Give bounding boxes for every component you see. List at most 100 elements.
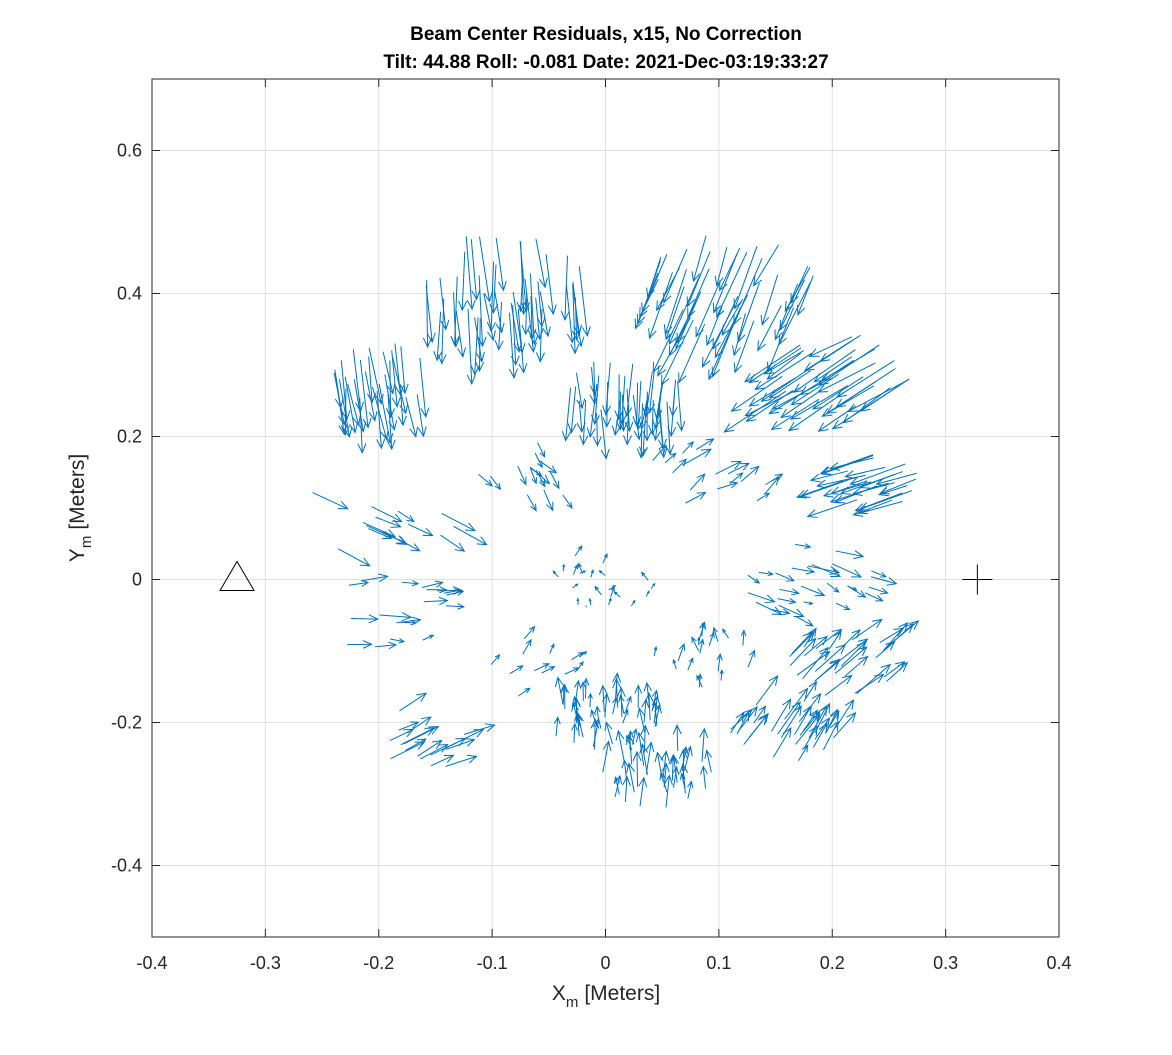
quiver-arrow — [490, 475, 502, 491]
arrow-shaft — [512, 292, 523, 353]
arrow-shaft — [353, 379, 364, 432]
arrow-shaft — [368, 356, 373, 403]
arrow-head — [560, 310, 570, 322]
arrow-head — [857, 590, 867, 598]
quiver-arrow — [590, 709, 598, 728]
arrow-head — [572, 667, 580, 673]
x-axis-label: Xm [Meters] — [552, 982, 660, 1011]
arrow-head — [658, 444, 667, 453]
arrow-head — [714, 347, 724, 359]
arrow-head — [663, 774, 673, 785]
arrow-head — [749, 465, 760, 475]
arrow-head — [457, 347, 467, 358]
quiver-arrow — [806, 499, 858, 518]
arrow-shaft — [742, 630, 745, 646]
quiver-arrow — [351, 614, 379, 624]
arrow-head — [806, 637, 817, 649]
arrow-shaft — [623, 760, 628, 782]
arrow-head — [653, 645, 658, 651]
quiver-arrow — [586, 383, 598, 439]
arrow-head — [744, 373, 755, 383]
quiver-arrow — [803, 601, 814, 605]
arrow-head — [560, 683, 570, 694]
quiver-arrow — [348, 579, 370, 587]
arrow-shaft — [639, 278, 659, 318]
quiver-arrow — [748, 377, 796, 407]
quiver-arrow — [477, 275, 487, 348]
arrow-shaft — [564, 667, 579, 675]
arrow-head — [403, 728, 415, 738]
arrow-head — [604, 721, 613, 732]
quiver-arrow — [615, 729, 625, 761]
arrow-head — [576, 597, 580, 602]
arrow-shaft — [734, 246, 758, 309]
quiver-arrow — [886, 661, 909, 682]
quiver-arrow — [812, 376, 864, 410]
quiver-arrow — [740, 465, 760, 482]
arrow-head — [454, 542, 466, 552]
arrow-head — [714, 275, 724, 287]
quiver-arrow — [524, 278, 537, 353]
arrow-head — [789, 410, 801, 420]
arrow-shaft — [453, 525, 487, 546]
arrow-shaft — [795, 615, 814, 627]
arrow-head — [857, 638, 869, 649]
arrow-shaft — [717, 654, 721, 672]
quiver-arrow — [521, 293, 531, 336]
arrow-head — [433, 350, 443, 362]
arrow-head — [614, 774, 623, 785]
arrow-shaft — [401, 581, 419, 585]
arrow-head — [590, 709, 597, 718]
arrow-head — [495, 322, 505, 334]
arrow-head — [416, 692, 428, 702]
arrow-shaft — [656, 381, 664, 419]
arrow-shaft — [640, 403, 643, 458]
arrow-shaft — [820, 334, 861, 362]
arrow-shaft — [809, 336, 853, 357]
arrow-shaft — [571, 652, 584, 660]
quiver-arrow — [517, 465, 527, 486]
quiver-arrow — [790, 373, 839, 406]
quiver-arrow — [602, 740, 612, 773]
arrow-shaft — [439, 277, 447, 330]
quiver-arrow — [626, 762, 635, 793]
arrow-head — [528, 625, 536, 633]
arrow-shaft — [626, 388, 630, 431]
arrow-shaft — [871, 570, 887, 578]
quiver-arrow — [445, 754, 478, 767]
arrow-shaft — [590, 570, 594, 578]
arrow-head — [742, 708, 753, 719]
arrow-shaft — [671, 379, 677, 416]
quiver-arrow — [579, 570, 587, 574]
quiver-arrow — [833, 711, 857, 739]
quiver-arrow — [743, 714, 768, 745]
quiver-arrow — [817, 660, 840, 680]
arrow-shaft — [695, 438, 714, 450]
quiver-arrow — [812, 722, 828, 748]
arrow-head — [696, 473, 706, 483]
arrow-head — [590, 568, 594, 574]
arrow-head — [808, 680, 818, 691]
arrow-head — [733, 362, 743, 374]
arrow-head — [548, 465, 558, 474]
arrow-shaft — [811, 564, 841, 577]
quiver-arrow — [847, 585, 858, 591]
quiver-arrow — [844, 655, 869, 677]
quiver-arrow — [780, 705, 802, 738]
arrow-shaft — [517, 687, 531, 697]
arrow-head — [518, 362, 528, 374]
quiver-arrow — [458, 251, 468, 312]
arrow-shaft — [795, 713, 821, 745]
arrow-shaft — [639, 777, 645, 807]
arrow-head — [701, 356, 711, 368]
arrow-shaft — [753, 706, 766, 724]
arrow-head — [573, 324, 583, 336]
quiver-arrow — [730, 708, 753, 730]
arrow-head — [880, 587, 889, 595]
arrow-shaft — [403, 726, 439, 745]
arrow-shaft — [441, 298, 445, 364]
arrow-shaft — [676, 725, 679, 752]
quiver-arrow — [787, 392, 844, 432]
arrow-head — [546, 501, 554, 512]
arrow-head — [808, 601, 814, 605]
